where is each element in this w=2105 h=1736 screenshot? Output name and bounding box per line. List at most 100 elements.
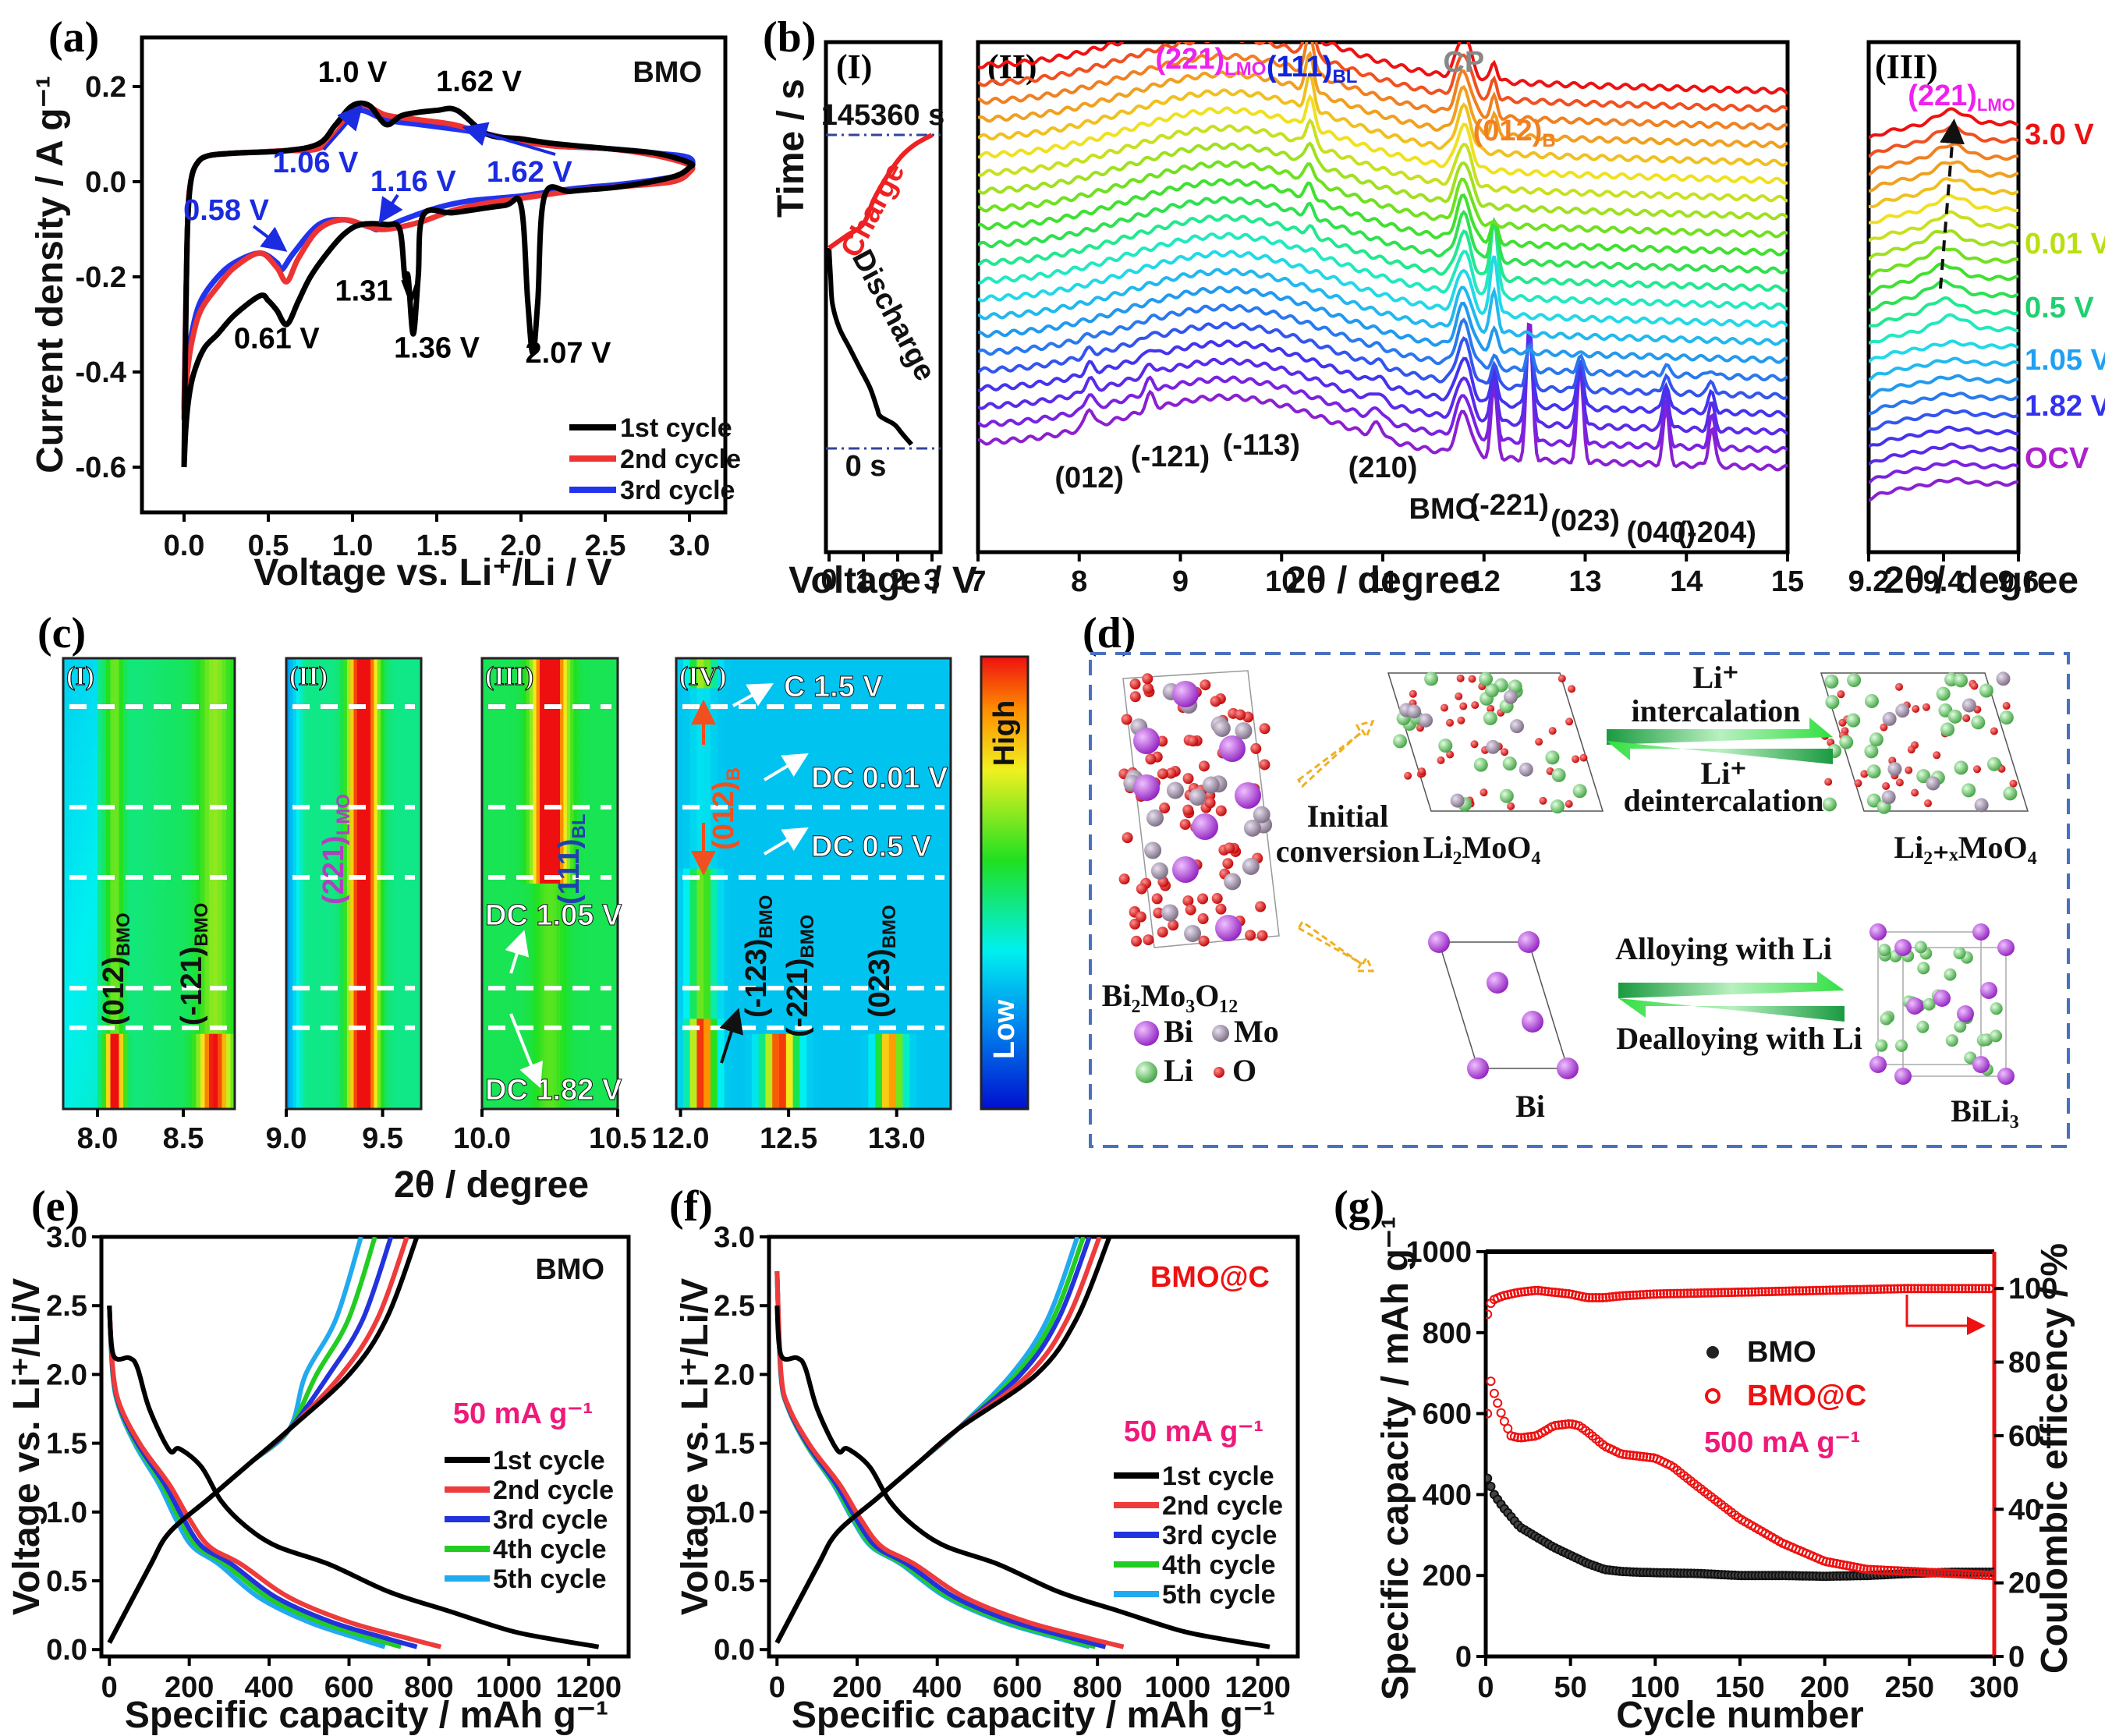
heatmap-cell	[608, 658, 611, 674]
heatmap-cell	[196, 673, 201, 689]
heatmap-cell	[93, 944, 98, 959]
heatmap-cell	[179, 898, 184, 915]
heatmap-cell	[391, 748, 395, 764]
heatmap-cell	[303, 1048, 307, 1065]
heatmap-cell	[153, 778, 158, 794]
heatmap-cell	[333, 793, 338, 810]
heatmap-cell	[485, 823, 490, 839]
heatmap-cell	[336, 1019, 341, 1035]
heatmap-cell	[299, 748, 304, 764]
heatmap-cell	[566, 733, 571, 749]
heatmap-cell	[80, 808, 86, 824]
heatmap-cell	[346, 913, 351, 930]
heatmap-cell	[583, 718, 588, 734]
heatmap-cell	[218, 958, 223, 975]
heatmap-cell	[570, 733, 574, 749]
heatmap-cell	[498, 688, 503, 704]
heatmap-cell	[543, 928, 548, 944]
heatmap-cell	[495, 718, 500, 734]
heatmap-cell	[144, 973, 150, 990]
heatmap-cell	[221, 913, 227, 930]
heatmap-cell	[590, 853, 595, 870]
heatmap-cell	[76, 1033, 81, 1050]
heatmap-cell	[226, 688, 232, 704]
heatmap-cell	[586, 1004, 591, 1019]
heatmap-cell	[604, 808, 608, 824]
heatmap-cell	[570, 913, 574, 930]
heatmap-cell	[738, 778, 746, 794]
heatmap-cell	[594, 958, 598, 975]
heatmap-cell	[187, 1064, 193, 1080]
heatmap-cell	[505, 1093, 510, 1110]
heatmap-cell	[310, 1079, 314, 1095]
heatmap-cell	[101, 988, 107, 1004]
heatmap-cell	[200, 748, 206, 764]
heatmap-cell	[310, 1048, 314, 1065]
heatmap-cell	[580, 913, 584, 930]
heatmap-cell	[529, 718, 533, 734]
heatmap-cell	[316, 928, 321, 944]
heatmap-cell	[573, 853, 578, 870]
heatmap-cell	[779, 1079, 787, 1095]
heatmap-cell	[374, 928, 378, 944]
heatmap-cell	[505, 1048, 510, 1065]
heatmap-cell	[792, 718, 800, 734]
heatmap-cell	[401, 1019, 405, 1035]
heatmap-cell	[888, 823, 897, 839]
heatmap-cell	[482, 944, 486, 959]
heatmap-cell	[346, 944, 351, 959]
heatmap-cell	[346, 928, 351, 944]
heatmap-cell	[360, 1048, 364, 1065]
heatmap-cell	[566, 898, 571, 915]
heatmap-cell	[340, 823, 345, 839]
heatmap-cell	[533, 898, 537, 915]
heatmap-cell	[854, 988, 863, 1004]
heatmap-cell	[820, 748, 828, 764]
heatmap-cell	[175, 868, 180, 884]
heatmap-cell	[323, 1064, 328, 1080]
heatmap-cell	[765, 733, 773, 749]
heatmap-cell	[153, 898, 158, 915]
heatmap-cell	[536, 763, 540, 779]
heatmap-cell	[158, 733, 163, 749]
heatmap-cell	[556, 1033, 561, 1050]
heatmap-cell	[806, 1048, 814, 1065]
heatmap-cell	[144, 853, 150, 870]
heatmap-cell	[724, 1004, 732, 1019]
subplot-frame-I	[824, 40, 943, 554]
heatmap-cell	[367, 853, 371, 870]
heatmap-cell	[144, 1093, 150, 1110]
heatmap-cell	[495, 884, 500, 899]
heatmap-cell	[888, 973, 897, 990]
heatmap-cell	[509, 673, 513, 689]
heatmap-cell	[556, 838, 561, 855]
heatmap-cell	[144, 1033, 150, 1050]
heatmap-cell	[313, 1048, 317, 1065]
heatmap-cell	[502, 884, 506, 899]
heatmap-cell	[882, 1064, 890, 1080]
heatmap-cell	[553, 703, 558, 719]
heatmap-cell	[550, 944, 554, 959]
heatmap-cell	[576, 928, 581, 944]
heatmap-cell	[614, 913, 618, 930]
heatmap-cell	[580, 988, 584, 1004]
heatmap-cell	[346, 748, 351, 764]
heatmap-cell	[350, 853, 355, 870]
heatmap-cell	[930, 988, 937, 1004]
heatmap-cell	[916, 823, 924, 839]
heatmap-cell	[401, 973, 405, 990]
heatmap-cell	[306, 778, 310, 794]
heatmap-cell	[377, 898, 381, 915]
heatmap-cell	[387, 853, 392, 870]
heatmap-cell	[512, 898, 516, 915]
heatmap-cell	[560, 763, 564, 779]
heatmap-cell	[512, 793, 516, 810]
heatmap-cell	[841, 898, 849, 915]
heatmap-cell	[566, 838, 571, 855]
heatmap-cell	[566, 944, 571, 959]
heatmap-cell	[505, 718, 510, 734]
heatmap-cell	[221, 688, 227, 704]
heatmap-cell	[183, 808, 189, 824]
heatmap-cell	[779, 748, 787, 764]
heatmap-cell	[758, 958, 766, 975]
